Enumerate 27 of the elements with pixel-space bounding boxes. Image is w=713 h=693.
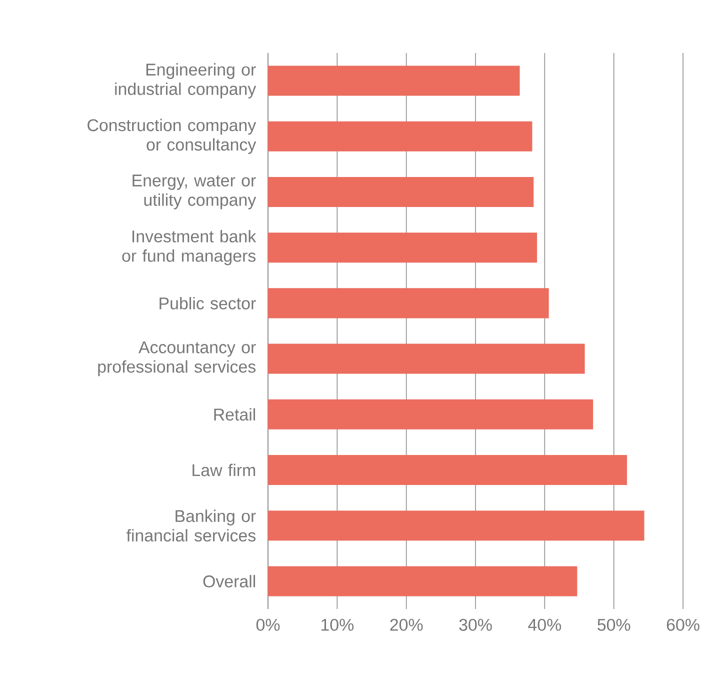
y-tick-label: Banking or financial services: [126, 510, 256, 542]
y-tick-label: Investment bank or fund managers: [122, 230, 256, 266]
bar: [268, 566, 578, 596]
bar: [268, 399, 594, 430]
bar: [268, 232, 538, 263]
x-tick-label: 40%: [528, 618, 562, 631]
x-tick-label: 20%: [390, 618, 423, 631]
y-tick-label: Retail: [214, 408, 256, 421]
x-tick-label: 50%: [598, 618, 630, 631]
x-tick-label: 10%: [322, 618, 354, 631]
bar: [268, 121, 532, 152]
bar: [268, 288, 549, 318]
y-tick-label: Engineering or industrial company: [115, 63, 256, 98]
y-tick-label: Law firm: [192, 464, 256, 476]
bar: [268, 510, 644, 541]
x-tick-label: 60%: [666, 618, 700, 631]
y-tick-label: Public sector: [160, 296, 256, 310]
bar: [268, 176, 534, 207]
y-tick-label: Overall: [203, 574, 256, 588]
y-tick-label: Energy, water or utility company: [132, 174, 256, 210]
y-tick-label: Accountancy or professional services: [98, 341, 256, 376]
bar: [268, 66, 520, 96]
bar: [268, 344, 585, 374]
bar: [268, 454, 627, 485]
x-tick-label: 30%: [459, 618, 492, 631]
y-tick-label: Construction company or consultancy: [88, 118, 256, 154]
x-tick-label: 0%: [256, 618, 280, 631]
